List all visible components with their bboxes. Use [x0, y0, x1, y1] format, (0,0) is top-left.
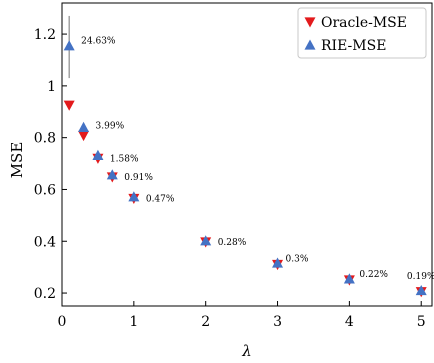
percent-annotation: 0.19%	[407, 272, 434, 282]
percent-annotation: 0.22%	[359, 270, 388, 280]
legend-label-rie-mse: RIE-MSE	[321, 38, 386, 54]
legend: Oracle-MSE RIE-MSE	[297, 7, 427, 59]
x-tick-label: 5	[417, 314, 426, 330]
oracle-mse-point	[63, 100, 75, 111]
rie-mse-point	[128, 191, 140, 202]
x-tick-label: 0	[58, 314, 67, 330]
legend-frame	[297, 7, 427, 59]
data-marks	[63, 15, 427, 298]
x-tick-label: 2	[201, 314, 210, 330]
rie-mse-point	[272, 257, 284, 268]
percent-annotation: 0.91%	[124, 173, 153, 183]
x-axis-title: λ	[241, 342, 252, 360]
x-tick-label: 3	[273, 314, 282, 330]
percent-annotation: 3.99%	[96, 122, 125, 132]
rie-mse-point	[415, 284, 427, 296]
oracle-mse-point	[78, 130, 90, 142]
y-axis-title: MSE	[8, 142, 26, 179]
y-tick-label: 0.8	[34, 131, 56, 147]
legend-marker-rie-mse	[304, 39, 316, 50]
percent-annotation: 0.47%	[146, 195, 175, 205]
rie-mse-point	[200, 235, 212, 246]
axis-ticks: 0 1 2 3 4 5 0.2 0.4 0.6 0.8 1 1.2	[34, 27, 426, 330]
annotations: 24.63% 3.99% 1.58% 0.91% 0.47% 0.28% 0.3% 0.22%…	[81, 37, 434, 282]
x-tick-label: 1	[129, 314, 138, 330]
y-tick-label: 1.2	[34, 27, 56, 43]
y-tick-label: 0.4	[34, 234, 56, 250]
x-tick-label: 4	[345, 314, 354, 330]
y-tick-label: 0.6	[34, 182, 56, 198]
plot-frame	[61, 2, 433, 307]
rie-mse-point	[63, 40, 75, 51]
y-tick-label: 1	[47, 79, 56, 95]
legend-marker-oracle-mse	[304, 17, 316, 28]
y-tick-label: 0.2	[34, 286, 56, 302]
percent-annotation: 1.58%	[110, 154, 139, 164]
rie-mse-point	[343, 273, 355, 284]
percent-annotation: 24.63%	[81, 37, 116, 47]
rie-mse-point	[106, 169, 118, 180]
percent-annotation: 0.3%	[286, 255, 309, 265]
rie-mse-point	[78, 121, 90, 132]
legend-label-oracle-mse: Oracle-MSE	[321, 15, 407, 31]
rie-mse-point	[92, 149, 104, 160]
percent-annotation: 0.28%	[218, 238, 247, 248]
